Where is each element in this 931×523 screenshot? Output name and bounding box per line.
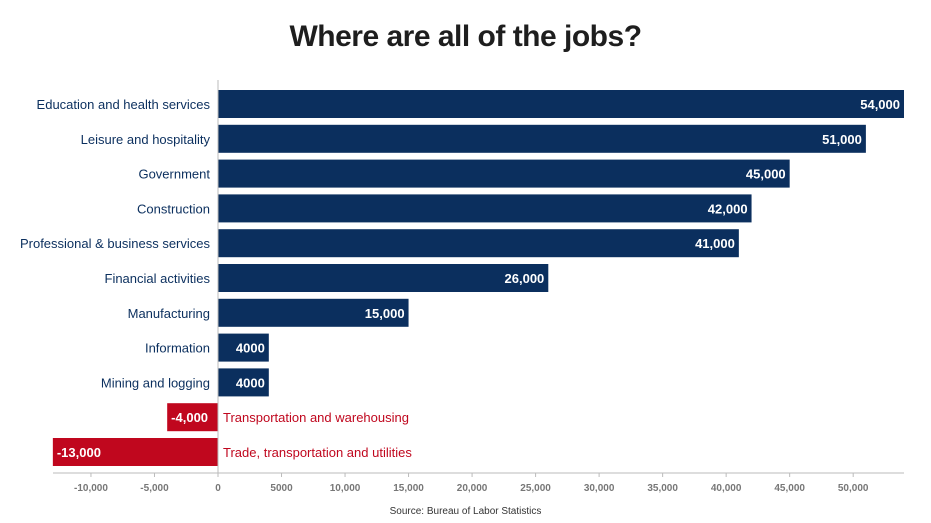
category-label-education-and-health-services: Education and health services: [37, 97, 211, 112]
value-label-manufacturing: 15,000: [365, 306, 405, 321]
bar-mining-and-logging: [218, 368, 269, 397]
bar-information: [218, 333, 269, 362]
x-tick-label: 20,000: [457, 483, 488, 494]
value-label-financial-activities: 26,000: [505, 271, 545, 286]
category-label-construction: Construction: [137, 201, 210, 216]
bar-financial-activities: [218, 264, 549, 292]
bar-leisure-and-hospitality: [218, 124, 866, 153]
x-tick-label: -5,000: [140, 483, 169, 494]
category-label-manufacturing: Manufacturing: [128, 306, 210, 321]
category-label-information: Information: [145, 341, 210, 356]
x-tick-label: 45,000: [774, 483, 805, 494]
category-label-mining-and-logging: Mining and logging: [101, 375, 210, 390]
value-label-education-and-health-services: 54,000: [860, 97, 900, 112]
x-tick-label: 15,000: [393, 483, 424, 494]
category-label-leisure-and-hospitality: Leisure and hospitality: [81, 132, 211, 147]
value-label-leisure-and-hospitality: 51,000: [822, 132, 862, 147]
bar-transportation-and-warehousing: [167, 403, 218, 432]
x-tick-label: 35,000: [647, 483, 678, 494]
x-axis: -10,000 -5,000 0 5000 10,000 15,000 20,000 25,0…: [53, 80, 904, 494]
value-label-information: 4000: [236, 341, 265, 356]
bar-professional-business-services: [218, 229, 739, 258]
value-label-mining-and-logging: 4000: [236, 375, 265, 390]
value-label-government: 45,000: [746, 167, 786, 182]
x-tick-label: 40,000: [711, 483, 742, 494]
x-tick-label: 0: [215, 483, 221, 494]
category-label-government: Government: [138, 167, 210, 182]
value-label-trade-transportation-and-utilities: -13,000: [57, 445, 101, 460]
bars-group: 54,000 Education and health services 51,00…: [20, 90, 904, 466]
value-label-professional-business-services: 41,000: [695, 236, 735, 251]
source-note: Source: Bureau of Labor Statistics: [389, 506, 542, 517]
x-tick-label: 25,000: [520, 483, 551, 494]
value-label-construction: 42,000: [708, 201, 748, 216]
category-label-financial-activities: Financial activities: [105, 271, 211, 286]
x-tick-label: 5000: [270, 483, 293, 494]
bar-education-and-health-services: [218, 90, 904, 118]
x-tick-label: 50,000: [838, 483, 869, 494]
x-tick-label: 10,000: [330, 483, 361, 494]
chart-title: Where are all of the jobs?: [289, 20, 642, 53]
x-tick-label: -10,000: [74, 483, 108, 494]
x-tick-label: 30,000: [584, 483, 615, 494]
bar-manufacturing: [218, 298, 409, 327]
category-label-professional-business-services: Professional & business services: [20, 236, 211, 251]
value-label-transportation-and-warehousing: -4,000: [171, 410, 208, 425]
bar-trade-transportation-and-utilities: [52, 438, 218, 466]
category-label-transportation-and-warehousing: Transportation and warehousing: [223, 410, 409, 425]
category-label-trade-transportation-and-utilities: Trade, transportation and utilities: [223, 445, 412, 460]
bar-construction: [218, 194, 752, 223]
bar-government: [218, 159, 790, 188]
